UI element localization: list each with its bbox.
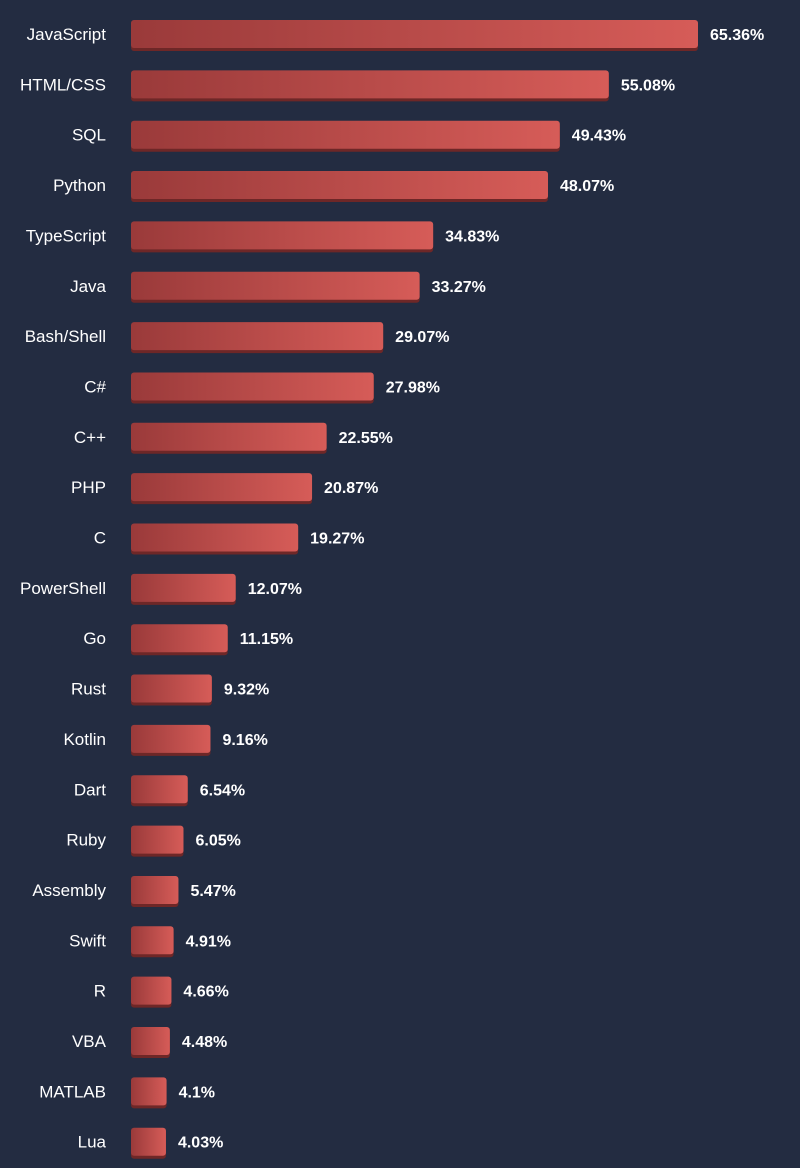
value-label-java: 33.27%	[432, 279, 486, 296]
value-label-typescript: 34.83%	[445, 228, 499, 245]
value-label-html-css: 55.08%	[621, 77, 675, 94]
bar-javascript	[131, 20, 698, 48]
value-label-kotlin: 9.16%	[222, 732, 267, 749]
value-label-matlab: 4.1%	[179, 1084, 215, 1101]
bar-html-css	[131, 70, 609, 99]
bar-sql	[131, 120, 560, 149]
bar-c	[131, 523, 299, 552]
bar-dart	[131, 775, 188, 804]
bars-group: JavaScript 65.36% HTML/CSS 55.08% SQL 49.43% P…	[20, 20, 764, 1159]
category-label-vba: VBA	[72, 1032, 107, 1051]
category-label-matlab: MATLAB	[39, 1082, 106, 1101]
category-label-assembly: Assembly	[32, 881, 106, 900]
value-label-swift: 4.91%	[186, 933, 231, 950]
category-label-html-css: HTML/CSS	[20, 75, 106, 94]
value-label-assembly: 5.47%	[190, 883, 235, 900]
value-label-c: 19.27%	[310, 531, 364, 548]
bar-r	[131, 976, 172, 1005]
value-label-sql: 49.43%	[572, 128, 626, 145]
bar-matlab	[131, 1077, 167, 1106]
bar-lua	[131, 1127, 166, 1156]
bar-assembly	[131, 875, 179, 904]
category-label-r: R	[94, 982, 106, 1001]
category-label-python: Python	[53, 176, 106, 195]
category-label-sql: SQL	[72, 126, 106, 145]
value-label-powershell: 12.07%	[248, 581, 302, 598]
bar-rust	[131, 674, 212, 703]
value-label-dart: 6.54%	[200, 782, 245, 799]
value-label-lua: 4.03%	[178, 1135, 223, 1152]
value-label-csharp: 27.98%	[386, 379, 440, 396]
category-label-ruby: Ruby	[66, 831, 106, 850]
value-label-cplusplus: 22.55%	[339, 430, 393, 447]
category-label-bash-shell: Bash/Shell	[25, 327, 106, 346]
category-label-powershell: PowerShell	[20, 579, 106, 598]
category-label-typescript: TypeScript	[26, 226, 107, 245]
value-label-rust: 9.32%	[224, 682, 269, 699]
value-label-go: 11.15%	[240, 631, 293, 648]
bar-kotlin	[131, 724, 211, 753]
category-label-kotlin: Kotlin	[63, 730, 106, 749]
bar-python	[131, 171, 549, 200]
value-label-python: 48.07%	[560, 178, 614, 195]
bar-typescript	[131, 221, 434, 250]
value-label-bash-shell: 29.07%	[395, 329, 449, 346]
bar-swift	[131, 926, 174, 955]
bar-powershell	[131, 573, 236, 602]
category-label-javascript: JavaScript	[27, 25, 107, 44]
bar-java	[131, 271, 420, 300]
category-label-java: Java	[70, 277, 106, 296]
category-label-dart: Dart	[74, 780, 106, 799]
category-label-lua: Lua	[78, 1133, 107, 1152]
category-label-php: PHP	[71, 478, 106, 497]
bar-csharp	[131, 372, 374, 401]
value-label-vba: 4.48%	[182, 1034, 227, 1051]
category-label-swift: Swift	[69, 931, 106, 950]
bar-ruby	[131, 825, 184, 854]
bar-go	[131, 624, 228, 653]
value-label-ruby: 6.05%	[195, 833, 240, 850]
category-label-go: Go	[83, 629, 106, 648]
bar-cplusplus	[131, 422, 327, 451]
bar-bash-shell	[131, 322, 384, 351]
bar-php	[131, 473, 313, 502]
value-label-php: 20.87%	[324, 480, 378, 497]
category-label-rust: Rust	[71, 680, 106, 699]
category-label-c: C	[94, 529, 106, 548]
category-label-csharp: C#	[84, 377, 106, 396]
value-label-javascript: 65.36%	[710, 27, 764, 44]
bar-vba	[131, 1027, 170, 1055]
value-label-r: 4.66%	[183, 984, 228, 1001]
category-label-cplusplus: C++	[74, 428, 106, 447]
